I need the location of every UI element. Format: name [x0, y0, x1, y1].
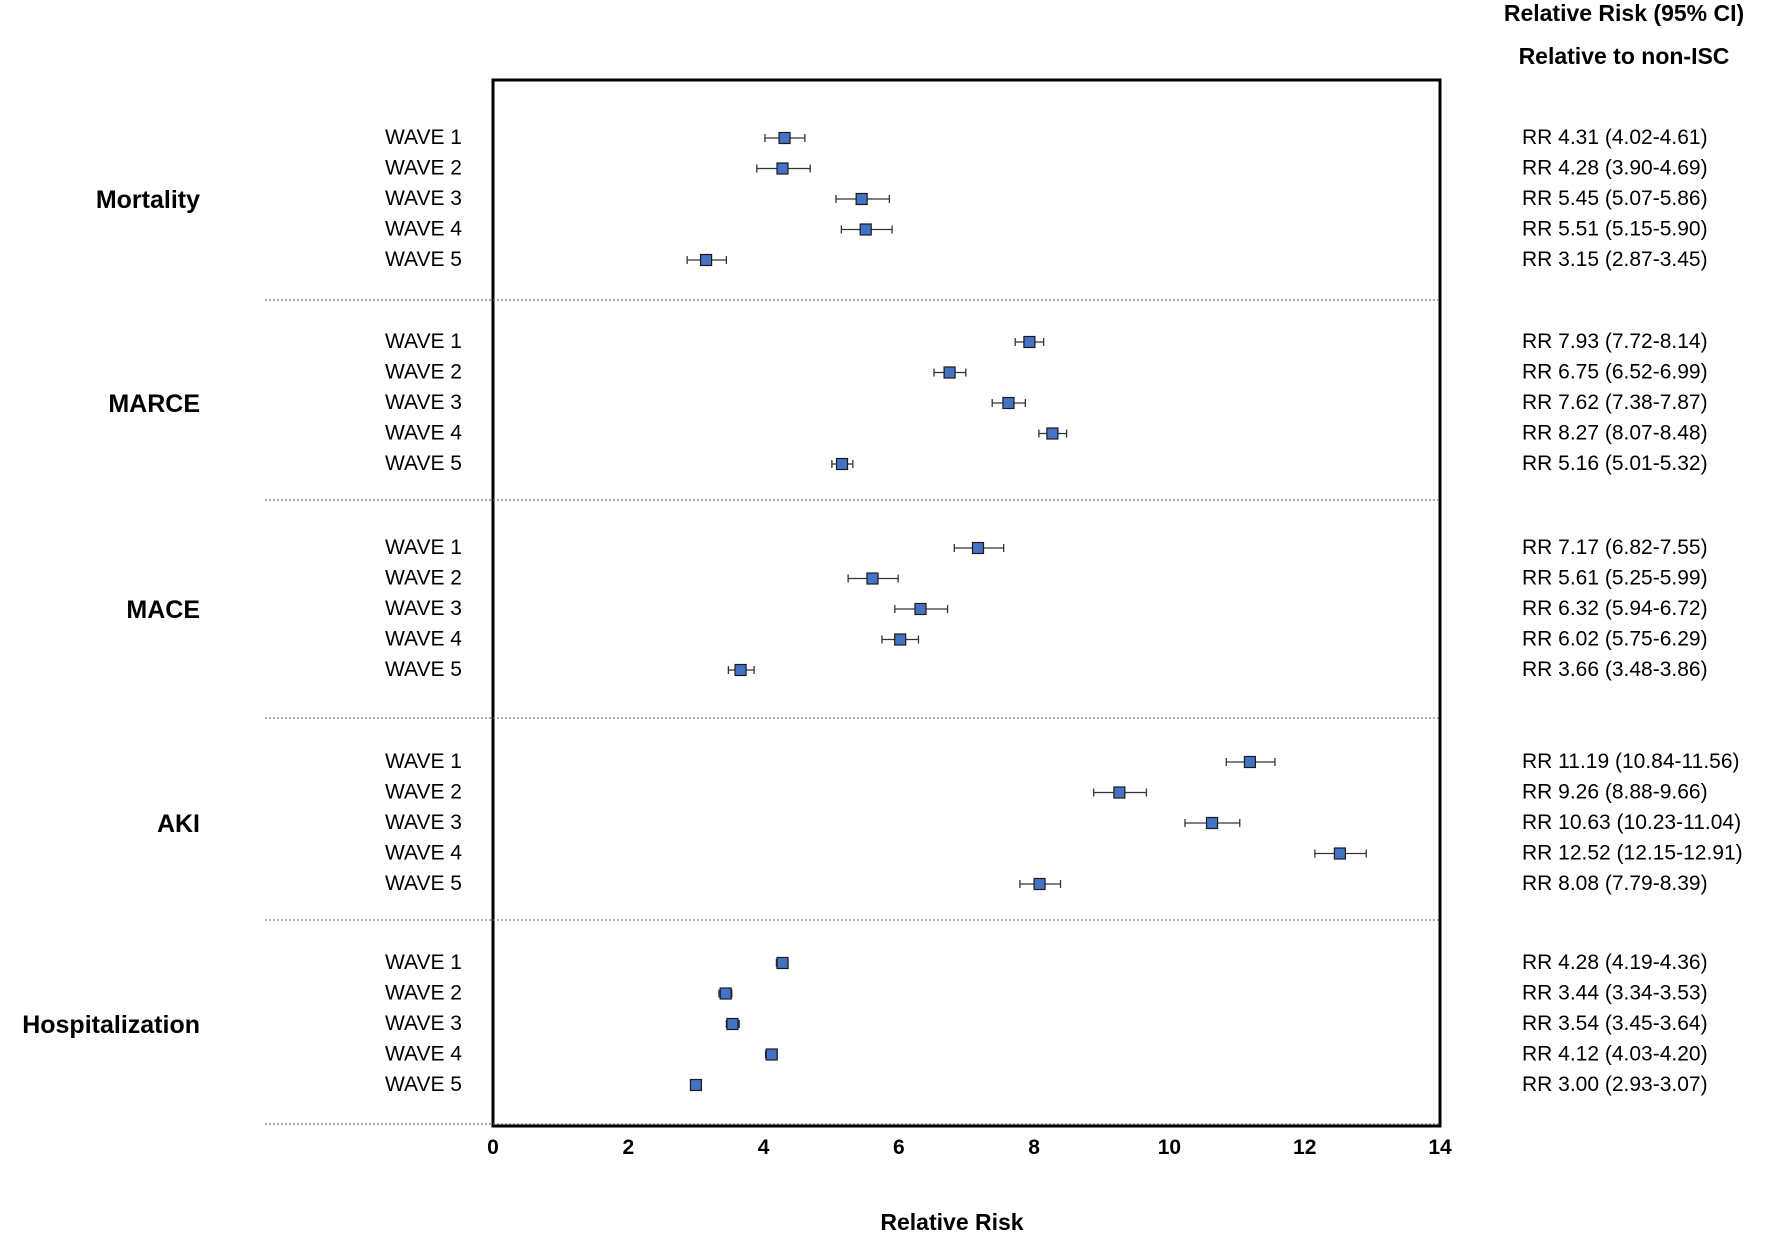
rr-estimate-text: RR 4.28 (3.90-4.69) — [1522, 157, 1708, 180]
rr-estimate-text: RR 6.02 (5.75-6.29) — [1522, 628, 1708, 651]
wave-label: WAVE 2 — [385, 567, 462, 590]
wave-label: WAVE 1 — [385, 951, 462, 974]
confidence-intervals — [686, 134, 1367, 1089]
x-tick-label: 8 — [1028, 1136, 1040, 1159]
rr-estimate-text: RR 8.08 (7.79-8.39) — [1522, 872, 1708, 895]
wave-label: WAVE 2 — [385, 361, 462, 384]
wave-label: WAVE 5 — [385, 1073, 462, 1096]
wave-label: WAVE 1 — [385, 330, 462, 353]
point-estimate-marker — [1023, 335, 1036, 349]
wave-label: WAVE 3 — [385, 391, 462, 414]
point-estimate-marker — [971, 541, 985, 555]
point-estimate-marker — [765, 1048, 778, 1061]
wave-label: WAVE 3 — [385, 187, 462, 210]
point-estimate-marker — [719, 987, 732, 1000]
wave-label: WAVE 5 — [385, 452, 462, 475]
x-tick-label: 2 — [622, 1136, 634, 1159]
point-estimate-marker — [699, 253, 713, 267]
header-line-1: Relative Risk (95% CI) — [1504, 0, 1744, 26]
rr-estimate-text: RR 6.75 (6.52-6.99) — [1522, 361, 1708, 384]
rr-estimate-text: RR 12.52 (12.15-12.91) — [1522, 842, 1743, 865]
wave-label: WAVE 4 — [385, 422, 462, 445]
rr-estimate-text: RR 7.17 (6.82-7.55) — [1522, 536, 1708, 559]
group-label: MARCE — [108, 390, 200, 418]
rr-estimate-text: RR 3.15 (2.87-3.45) — [1522, 248, 1708, 271]
wave-label: WAVE 2 — [385, 157, 462, 180]
point-estimate-marker — [859, 223, 872, 236]
rr-estimate-text: RR 5.16 (5.01-5.32) — [1522, 452, 1708, 475]
group-label: MACE — [126, 596, 200, 624]
point-estimate-marker — [1205, 816, 1219, 830]
wave-label: WAVE 1 — [385, 536, 462, 559]
rr-estimate-text: RR 4.28 (4.19-4.36) — [1522, 951, 1708, 974]
point-estimate-marker — [1002, 396, 1015, 410]
rr-estimate-text: RR 5.51 (5.15-5.90) — [1522, 218, 1708, 241]
rr-estimate-text: RR 11.19 (10.84-11.56) — [1522, 750, 1740, 773]
rr-estimate-text: RR 5.45 (5.07-5.86) — [1522, 187, 1708, 210]
wave-label: WAVE 5 — [385, 658, 462, 681]
x-tick-label: 14 — [1428, 1136, 1452, 1159]
wave-label: WAVE 3 — [385, 597, 462, 620]
group-label: Hospitalization — [22, 1011, 200, 1039]
x-axis-ticks: 0 2 4 6 8 10 12 14 — [487, 1136, 1452, 1159]
header-line-2: Relative to non-ISC — [1519, 43, 1730, 69]
rr-estimate-text: RR 7.62 (7.38-7.87) — [1522, 391, 1708, 414]
point-estimate-marker — [776, 162, 789, 175]
point-estimate-marker — [855, 192, 868, 206]
point-estimate-marker — [835, 457, 849, 471]
wave-label: WAVE 4 — [385, 218, 462, 241]
point-estimate-marker — [1113, 786, 1126, 799]
wave-label: WAVE 1 — [385, 126, 462, 149]
point-estimate-marker — [943, 366, 956, 379]
group-label: AKI — [157, 810, 200, 838]
rr-estimate-text: RR 3.66 (3.48-3.86) — [1522, 658, 1708, 681]
rr-estimate-text: RR 4.12 (4.03-4.20) — [1522, 1043, 1708, 1066]
rr-labels: RR 4.31 (4.02-4.61) RR 4.28 (3.90-4.69) RR… — [1522, 126, 1743, 1096]
point-estimate-marker — [778, 131, 791, 145]
point-estimate-marker — [866, 572, 879, 585]
rr-estimate-text: RR 4.31 (4.02-4.61) — [1522, 126, 1708, 149]
rr-estimate-text: RR 3.54 (3.45-3.64) — [1522, 1012, 1708, 1035]
wave-label: WAVE 3 — [385, 1012, 462, 1035]
point-estimate-marker — [1033, 877, 1046, 891]
point-estimate-marker — [776, 956, 789, 970]
point-estimate-marker — [734, 663, 747, 677]
x-tick-label: 4 — [758, 1136, 770, 1159]
wave-label: WAVE 1 — [385, 750, 462, 773]
point-estimate-marker — [1046, 427, 1059, 440]
wave-label: WAVE 5 — [385, 872, 462, 895]
wave-label: WAVE 2 — [385, 982, 462, 1005]
point-estimate-marker — [914, 602, 927, 616]
x-tick-label: 12 — [1293, 1136, 1316, 1159]
wave-labels: WAVE 1 WAVE 2 WAVE 3 WAVE 4 WAVE 5 WAVE 1 WAVE… — [385, 126, 462, 1096]
wave-label: WAVE 5 — [385, 248, 462, 271]
wave-label: WAVE 4 — [385, 628, 462, 651]
rr-estimate-text: RR 9.26 (8.88-9.66) — [1522, 781, 1708, 804]
x-tick-label: 10 — [1158, 1136, 1181, 1159]
rr-estimate-text: RR 5.61 (5.25-5.99) — [1522, 567, 1708, 590]
point-estimate-marker — [726, 1017, 739, 1031]
x-tick-label: 6 — [893, 1136, 905, 1159]
rr-estimate-text: RR 10.63 (10.23-11.04) — [1522, 811, 1741, 834]
wave-label: WAVE 3 — [385, 811, 462, 834]
point-estimate-marker — [1333, 847, 1346, 860]
x-axis-title: Relative Risk — [880, 1209, 1023, 1234]
group-labels: Mortality MARCE MACE AKI Hospitalization — [22, 186, 200, 1039]
point-estimate-marker — [1243, 755, 1257, 769]
wave-label: WAVE 4 — [385, 1043, 462, 1066]
wave-label: WAVE 4 — [385, 842, 462, 865]
plot-frame — [491, 78, 1442, 1128]
rr-estimate-text: RR 3.00 (2.93-3.07) — [1522, 1073, 1708, 1096]
rr-estimate-text: RR 8.27 (8.07-8.48) — [1522, 422, 1708, 445]
group-label: Mortality — [96, 186, 200, 214]
rr-estimate-text: RR 6.32 (5.94-6.72) — [1522, 597, 1708, 620]
x-tick-label: 0 — [487, 1136, 499, 1159]
point-estimate-marker — [689, 1078, 703, 1092]
rr-estimate-text: RR 3.44 (3.34-3.53) — [1522, 982, 1708, 1005]
wave-label: WAVE 2 — [385, 781, 462, 804]
point-estimate-marker — [894, 633, 907, 646]
point-estimates — [689, 131, 1346, 1092]
rr-estimate-text: RR 7.93 (7.72-8.14) — [1522, 330, 1708, 353]
